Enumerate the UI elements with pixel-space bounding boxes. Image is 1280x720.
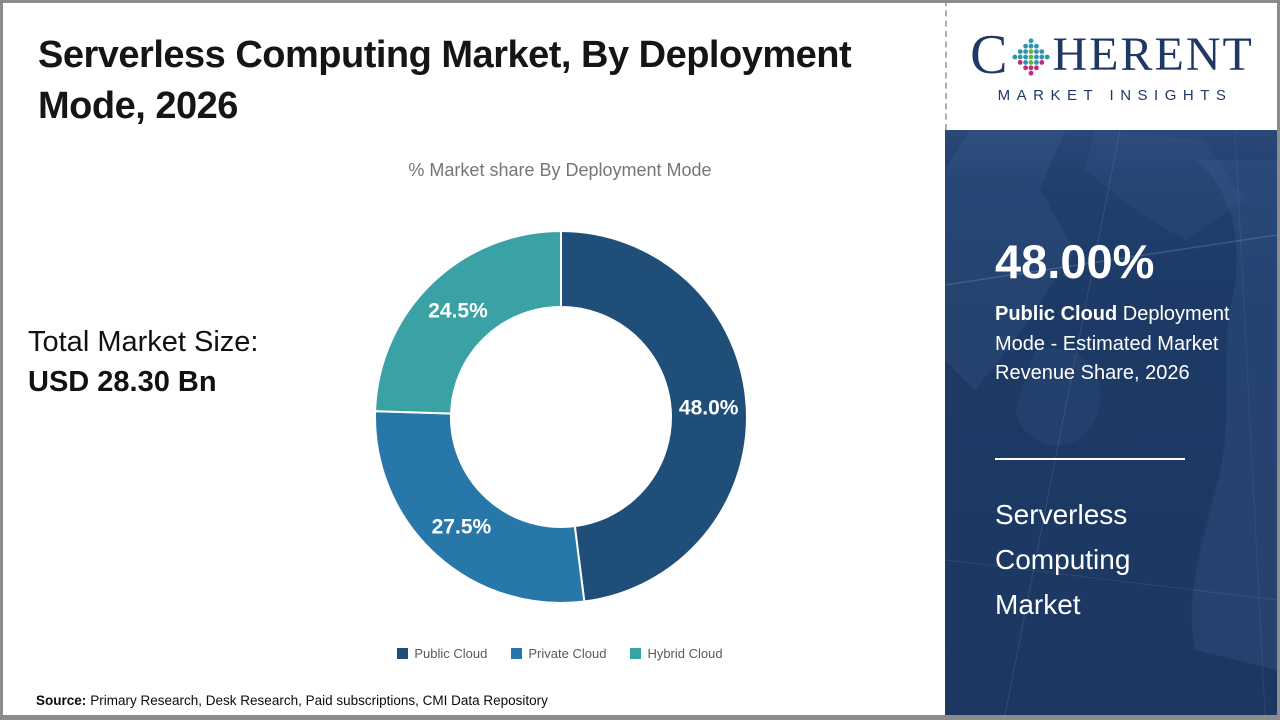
source-text: Primary Research, Desk Research, Paid su… <box>90 693 548 708</box>
donut-chart: 48.0% 27.5% 24.5% <box>361 217 761 617</box>
total-market-size-label: Total Market Size: <box>28 326 259 358</box>
sidebar: C HERENT MARKET INSIGHTS 48.00% Public C… <box>945 0 1277 715</box>
highlight-stat-value: 48.00% <box>995 235 1155 288</box>
source-label: Source: <box>36 693 87 708</box>
donut-slice-label: 48.0% <box>679 397 739 420</box>
legend-label: Hybrid Cloud <box>647 646 723 661</box>
legend-item-public-cloud: Public Cloud <box>397 646 487 661</box>
brand-logo: C HERENT MARKET INSIGHTS <box>945 0 1277 130</box>
donut-slice-public-cloud <box>560 229 748 603</box>
source-note: Source: Primary Research, Desk Research, … <box>36 693 548 708</box>
donut-slice-private-cloud <box>374 410 586 604</box>
page-title-line-2: Mode, 2026 <box>38 85 238 127</box>
page-title: Serverless Computing Market, By Deployme… <box>38 30 918 132</box>
brand-wordmark: C HERENT <box>970 27 1254 83</box>
legend-item-private-cloud: Private Cloud <box>511 646 606 661</box>
total-market-size-value: USD 28.30 Bn <box>28 366 217 398</box>
donut-slice-label: 27.5% <box>432 516 492 539</box>
world-map-texture <box>945 130 1277 715</box>
legend-label: Public Cloud <box>414 646 488 661</box>
chart-legend: Public Cloud Private Cloud Hybrid Cloud <box>160 646 960 661</box>
donut-chart-svg: 48.0% 27.5% 24.5% <box>374 229 748 604</box>
highlight-stat-description: Public Cloud Deployment Mode - Estimated… <box>995 300 1253 389</box>
donut-slice-hybrid-cloud <box>374 229 562 415</box>
brand-tagline: MARKET INSIGHTS <box>997 86 1233 104</box>
sidebar-divider <box>995 458 1185 460</box>
brand-letter-c: C <box>970 23 1008 86</box>
highlight-stat-rest: Deployment Mode - Estimated Market Reven… <box>995 303 1230 384</box>
report-name-line-1: Serverless <box>995 499 1128 530</box>
page-title-line-1: Serverless Computing Market, By Deployme… <box>38 34 852 76</box>
report-name: Serverless Computing Market <box>995 492 1130 627</box>
legend-item-hybrid-cloud: Hybrid Cloud <box>630 646 723 661</box>
donut-slice-label: 24.5% <box>428 300 488 323</box>
total-market-size: Total Market Size: USD 28.30 Bn <box>28 322 258 402</box>
legend-swatch-hybrid-cloud-icon <box>630 648 642 659</box>
legend-swatch-private-cloud-icon <box>511 648 523 659</box>
chart-title: % Market share By Deployment Mode <box>408 160 712 180</box>
report-name-line-3: Market <box>995 589 1081 620</box>
legend-swatch-public-cloud-icon <box>397 648 409 659</box>
highlight-stat-segment: Public Cloud <box>995 303 1118 325</box>
brand-letters-rest: HERENT <box>1052 27 1254 81</box>
sidebar-panel: 48.00% Public Cloud Deployment Mode - Es… <box>945 130 1277 715</box>
dotted-globe-icon <box>1011 37 1050 76</box>
legend-label: Private Cloud <box>528 646 607 661</box>
report-name-line-2: Computing <box>995 544 1131 575</box>
